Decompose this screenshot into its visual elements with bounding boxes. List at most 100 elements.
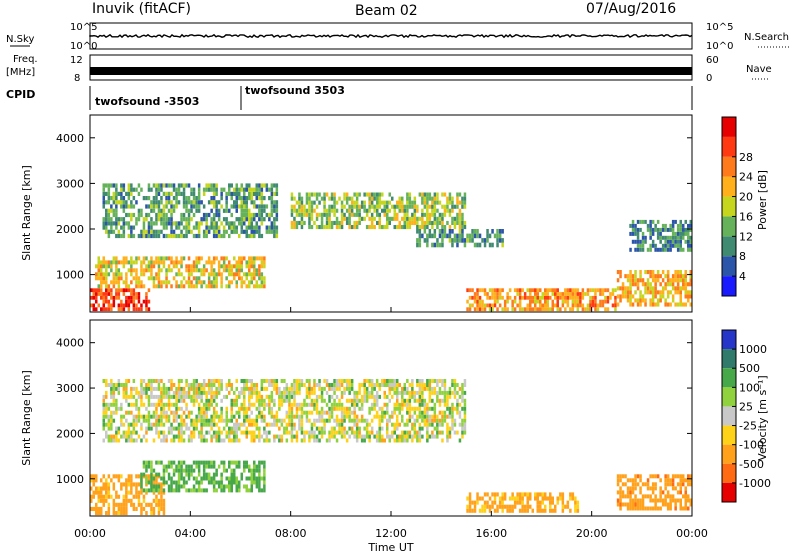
data-cell — [140, 208, 143, 213]
data-cell — [649, 235, 652, 240]
data-cell — [195, 260, 198, 265]
data-cell — [117, 307, 121, 312]
colorbar-swatch — [722, 368, 736, 388]
data-cell — [679, 278, 682, 283]
data-cell — [228, 208, 231, 213]
data-cell — [614, 295, 617, 300]
data-cell — [147, 379, 151, 383]
data-cell — [243, 379, 246, 383]
data-cell — [190, 208, 193, 213]
data-cell — [270, 191, 274, 196]
data-cell — [448, 414, 452, 419]
data-cell — [132, 233, 136, 239]
data-cell — [411, 379, 414, 383]
data-cell — [285, 422, 289, 427]
data-cell — [360, 418, 364, 423]
data-cell — [664, 223, 667, 228]
data-cell — [486, 303, 489, 308]
data-cell — [192, 268, 196, 273]
data-cell — [433, 208, 437, 213]
data-cell — [197, 414, 201, 419]
data-cell — [498, 295, 502, 300]
data-cell — [358, 216, 361, 221]
data-cell — [669, 478, 672, 483]
data-cell — [305, 379, 309, 383]
data-cell — [220, 233, 223, 239]
data-cell — [564, 299, 567, 304]
data-cell — [634, 506, 637, 511]
data-cell — [288, 414, 291, 419]
data-cell — [92, 474, 95, 479]
data-cell — [105, 288, 108, 293]
data-cell — [185, 480, 188, 485]
data-cell — [95, 511, 98, 516]
data-cell — [248, 464, 251, 469]
data-cell — [328, 430, 331, 435]
data-cell — [370, 216, 374, 221]
data-cell — [350, 426, 354, 431]
data-cell — [345, 379, 349, 383]
data-cell — [210, 221, 213, 226]
data-cell — [147, 398, 151, 403]
data-cell — [150, 225, 153, 230]
data-cell — [629, 498, 632, 503]
data-cell — [513, 299, 517, 304]
data-cell — [418, 438, 422, 443]
x-tick-label: 00:00 — [74, 527, 106, 540]
data-cell — [120, 434, 123, 439]
data-cell — [95, 474, 98, 479]
data-cell — [248, 212, 251, 218]
data-cell — [172, 204, 176, 209]
data-cell — [122, 208, 126, 213]
data-cell — [147, 233, 151, 239]
data-cell — [130, 498, 133, 503]
data-cell — [493, 233, 497, 239]
data-cell — [177, 464, 181, 469]
data-cell — [466, 238, 469, 243]
data-cell — [197, 394, 201, 399]
data-cell — [255, 434, 259, 439]
data-cell — [220, 438, 223, 443]
data-cell — [376, 208, 379, 213]
data-cell — [446, 422, 449, 427]
data-cell — [115, 386, 118, 391]
data-cell — [350, 200, 354, 205]
data-cell — [233, 476, 236, 481]
data-cell — [391, 422, 394, 427]
data-cell — [320, 390, 324, 395]
data-cell — [353, 394, 356, 399]
data-cell — [167, 418, 171, 423]
data-cell — [240, 217, 243, 222]
data-cell — [197, 386, 201, 391]
data-cell — [125, 280, 128, 285]
data-cell — [105, 280, 108, 285]
data-cell — [378, 386, 381, 391]
data-cell — [190, 187, 193, 192]
data-cell — [250, 430, 253, 435]
data-cell — [561, 508, 565, 513]
data-cell — [403, 398, 406, 403]
data-cell — [180, 398, 183, 403]
data-cell — [130, 474, 133, 479]
data-cell — [253, 418, 256, 423]
data-cell — [217, 212, 221, 218]
data-cell — [335, 394, 339, 399]
data-cell — [391, 386, 394, 391]
data-cell — [488, 307, 492, 312]
data-cell — [536, 504, 539, 509]
data-cell — [661, 498, 665, 503]
data-cell — [453, 422, 457, 427]
data-cell — [682, 278, 685, 283]
data-cell — [488, 288, 492, 293]
data-cell — [187, 272, 191, 277]
data-cell — [92, 478, 95, 483]
data-cell — [102, 303, 105, 308]
data-cell — [651, 231, 655, 236]
data-cell — [132, 379, 136, 383]
data-cell — [303, 208, 306, 213]
data-cell — [217, 379, 221, 383]
data-cell — [192, 225, 196, 230]
data-cell — [671, 235, 675, 240]
data-cell — [360, 406, 364, 411]
data-cell — [125, 383, 128, 387]
